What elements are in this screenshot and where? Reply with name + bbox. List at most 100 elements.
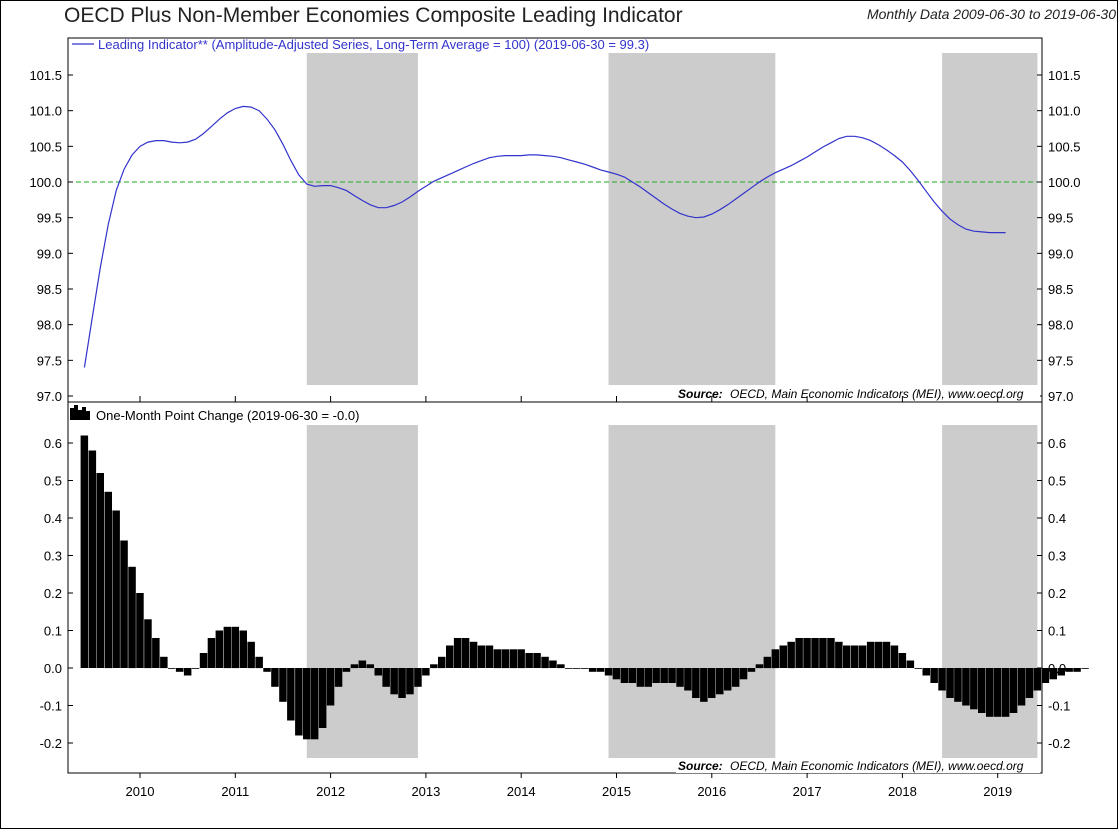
change-bar: [461, 638, 470, 668]
change-bar: [819, 638, 827, 668]
change-bar: [318, 668, 327, 728]
top-ytick-label-right: 97.5: [1048, 353, 1073, 368]
change-bar: [866, 641, 875, 669]
change-bar: [946, 668, 954, 698]
leading-indicator-line: [83, 105, 1006, 368]
change-bar: [422, 668, 430, 676]
change-bar: [120, 540, 128, 668]
change-bar: [287, 668, 295, 721]
change-bar: [874, 641, 883, 669]
change-bar: [644, 668, 652, 687]
change-bar: [350, 664, 359, 669]
bottom-ytick-label-left: 0.2: [44, 586, 62, 601]
top-ytick-label-right: 101.5: [1048, 68, 1081, 83]
change-bar: [398, 668, 406, 698]
bottom-ytick-label-left: 0.5: [44, 474, 62, 489]
change-bar: [175, 668, 184, 672]
change-bar: [588, 668, 597, 672]
change-bar: [747, 668, 756, 672]
change-bar: [573, 668, 581, 669]
bottom-legend-swatch: [70, 408, 74, 420]
change-bar: [438, 656, 446, 669]
change-bar: [763, 656, 772, 669]
change-bar: [295, 668, 303, 736]
top-ytick-label-left: 100.5: [29, 139, 62, 154]
bottom-legend-swatch-3: [78, 410, 82, 420]
change-bars: [80, 435, 1089, 740]
change-bar: [676, 668, 684, 687]
top-ytick-label-right: 98.5: [1048, 282, 1073, 297]
chart-title: OECD Plus Non-Member Economies Composite…: [64, 4, 683, 27]
change-bar: [914, 668, 922, 669]
change-bar: [239, 630, 247, 668]
change-bar: [604, 668, 613, 676]
bottom-panel: 0.6 0.6 0.5 0.5 0.4 0.4 0.3 0.3 0.2 0.2 0.1 0.1 0.0 0…: [40, 401, 1089, 774]
change-bar: [469, 641, 478, 669]
change-bar: [779, 645, 787, 668]
change-bar: [406, 668, 414, 695]
top-source-text: OECD, Main Economic Indicators (MEI), ww…: [730, 387, 1024, 401]
change-bar: [716, 668, 724, 695]
bottom-legend-label: One-Month Point Change (2019-06-30 = -0.…: [96, 408, 359, 423]
top-source: Source: OECD, Main Economic Indicators (…: [676, 385, 1040, 402]
x-axis: 2010 2011 2012 2013 2014 2015 2016 2017 2018 2019: [126, 396, 1012, 799]
change-bar: [215, 630, 224, 668]
top-ytick-label-right: 99.5: [1048, 211, 1073, 226]
bottom-ytick-label-right: 0.6: [1048, 436, 1066, 451]
bottom-shaded-region-1: [608, 425, 776, 758]
change-bar: [199, 653, 208, 668]
change-bar: [700, 668, 708, 702]
top-shaded-regions: [306, 53, 1038, 385]
xtick-label: 2019: [983, 784, 1012, 799]
change-bar: [851, 645, 859, 668]
change-bar: [986, 668, 994, 717]
bottom-ytick-label-right: 0.2: [1048, 586, 1066, 601]
change-bar: [723, 668, 732, 691]
change-bar: [152, 638, 160, 668]
change-bar: [708, 668, 716, 698]
bottom-ytick-label-right: 0.0: [1048, 661, 1066, 676]
top-ytick-label-right: 100.0: [1048, 175, 1081, 190]
change-bar: [334, 668, 343, 687]
change-bar: [88, 450, 97, 668]
change-bar: [255, 656, 263, 669]
change-bar: [843, 645, 851, 668]
change-bar: [549, 660, 557, 668]
bottom-ytick-label-right: 0.3: [1048, 549, 1066, 564]
change-bar: [755, 664, 764, 669]
change-bar: [446, 645, 454, 668]
change-bar: [144, 619, 152, 669]
change-bar: [382, 668, 390, 687]
change-bar: [104, 491, 112, 669]
top-ytick-label-right: 97.0: [1048, 389, 1073, 404]
change-bar: [366, 664, 374, 669]
change-bar: [882, 641, 891, 669]
change-bar: [326, 668, 335, 706]
change-bar: [303, 668, 311, 740]
xtick-label: 2017: [793, 784, 822, 799]
top-legend-label: Leading Indicator** (Amplitude-Adjusted …: [98, 37, 649, 52]
change-bar: [962, 668, 970, 706]
top-ytick-label-left: 101.0: [29, 104, 62, 119]
change-bar: [168, 668, 176, 669]
bottom-ytick-label-right: 0.5: [1048, 474, 1066, 489]
change-bar: [509, 649, 517, 669]
bottom-shaded-regions: [306, 425, 1038, 758]
change-bar: [231, 626, 239, 669]
change-bar: [668, 668, 676, 683]
change-bar: [112, 510, 120, 668]
bottom-ytick-label-right: -0.2: [1048, 736, 1070, 751]
change-bar: [191, 668, 200, 669]
xtick-label: 2010: [126, 784, 155, 799]
change-bar: [525, 653, 533, 668]
change-bar: [620, 668, 629, 683]
bottom-ytick-label-left: 0.1: [44, 624, 62, 639]
top-ytick-label-left: 99.5: [37, 211, 62, 226]
change-bar: [390, 668, 398, 695]
change-bar: [898, 653, 907, 668]
change-bar: [517, 649, 525, 669]
change-bar: [993, 668, 1002, 717]
top-source-bg: [676, 385, 1040, 402]
